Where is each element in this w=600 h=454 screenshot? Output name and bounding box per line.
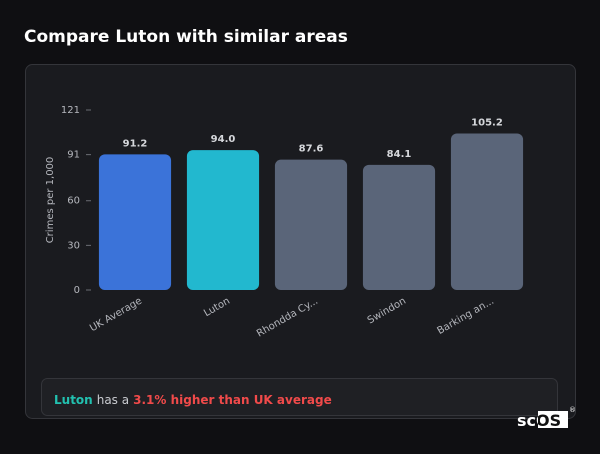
- bar: [450, 133, 524, 290]
- bar: [274, 159, 348, 290]
- y-tick-label: 121: [61, 105, 80, 116]
- bar: [186, 150, 260, 290]
- value-label: 105.2: [471, 118, 503, 129]
- value-label: 94.0: [211, 134, 236, 145]
- summary-text: has a: [97, 393, 129, 407]
- value-label: 87.6: [299, 144, 324, 155]
- bar: [362, 164, 436, 290]
- y-axis-label: Crimes per 1,000: [45, 157, 56, 244]
- y-tick-label: 30: [67, 240, 80, 251]
- logo: scOS: [517, 411, 561, 430]
- value-label: 84.1: [387, 149, 412, 160]
- logo-mark: ®: [569, 406, 576, 414]
- summary: Luton has a 3.1% higher than UK average: [54, 393, 332, 407]
- summary-box: [41, 378, 558, 416]
- y-tick-label: 60: [67, 196, 80, 207]
- summary-area: Luton: [54, 393, 93, 407]
- value-label: 91.2: [123, 138, 148, 149]
- logo-text: scOS: [517, 411, 561, 430]
- page-title: Compare Luton with similar areas: [24, 27, 348, 47]
- bar: [98, 154, 172, 290]
- logo-box: [538, 411, 568, 428]
- logo-text: scOS: [517, 411, 561, 430]
- logo-inverse: scOS: [517, 411, 561, 430]
- y-tick-label: 91: [67, 150, 80, 161]
- y-tick-label: 0: [74, 285, 80, 296]
- summary-highlight: 3.1% higher than UK average: [133, 393, 332, 407]
